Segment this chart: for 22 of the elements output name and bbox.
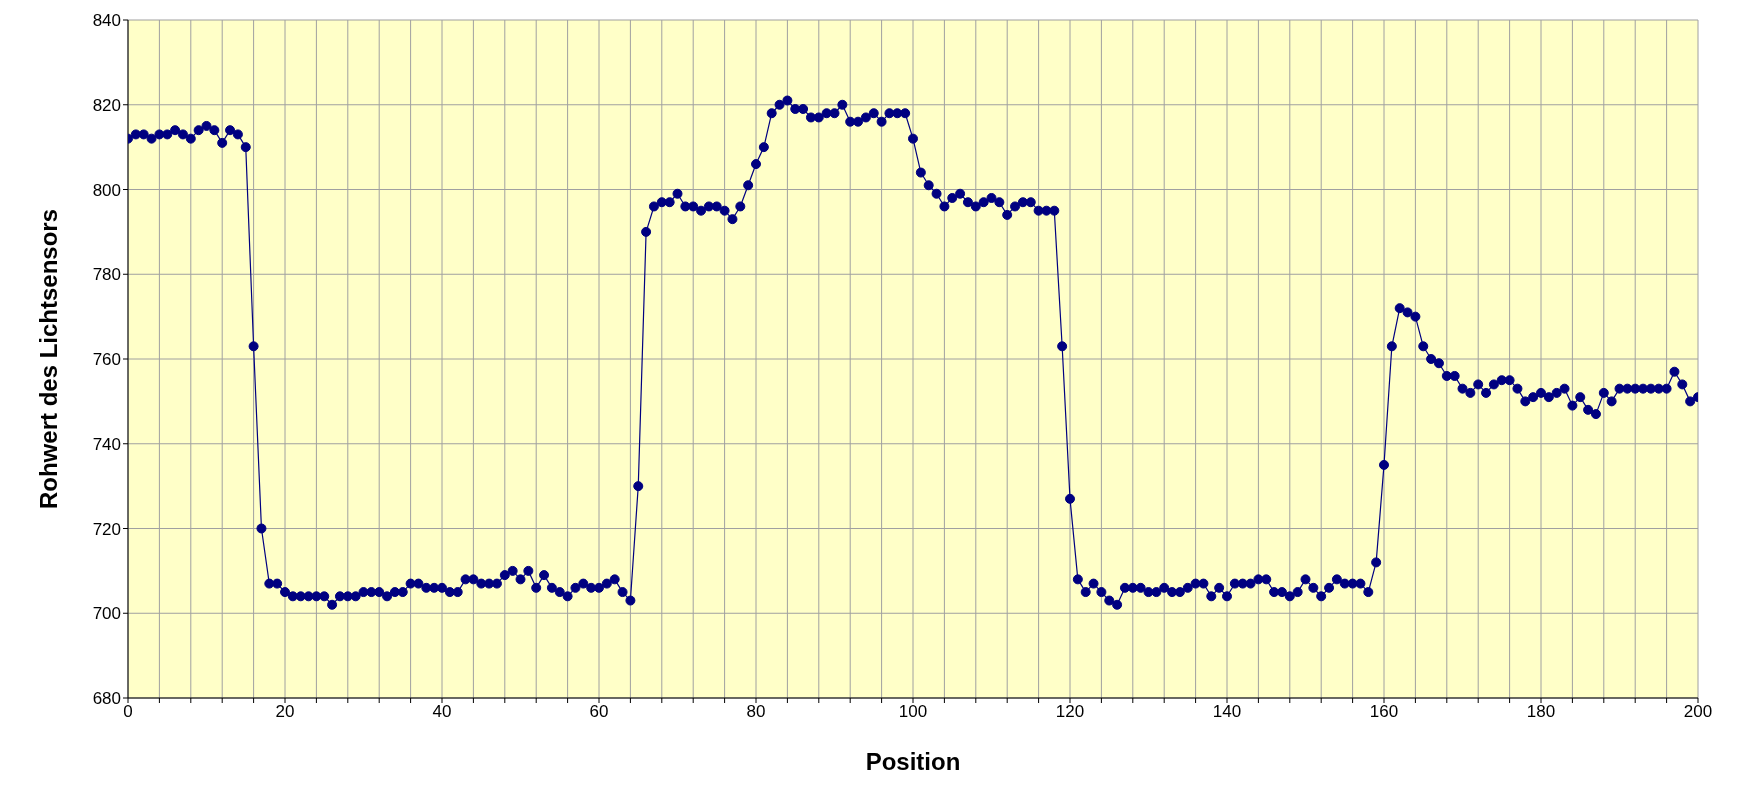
x-tick-label: 20 (275, 702, 295, 722)
x-tick-label: 80 (746, 702, 766, 722)
y-tick-label: 780 (92, 265, 121, 285)
x-tick-label: 60 (589, 702, 609, 722)
x-tick-label: 120 (1055, 702, 1085, 722)
y-tick-label: 760 (92, 350, 121, 370)
y-tick-label: 800 (92, 180, 121, 200)
y-tick-label: 740 (92, 434, 121, 454)
y-tick-label: 820 (92, 95, 121, 115)
y-tick-label: 840 (92, 11, 121, 31)
x-tick-label: 180 (1526, 702, 1556, 722)
x-tick-label: 40 (432, 702, 452, 722)
x-tick-label: 0 (123, 702, 133, 722)
y-axis-title: Rohwert des Lichtsensors (34, 208, 62, 510)
y-tick-label: 680 (92, 689, 121, 709)
y-tick-label: 720 (92, 519, 121, 539)
x-axis-title: Position (865, 748, 961, 775)
x-tick-label: 140 (1212, 702, 1242, 722)
x-tick-label: 160 (1369, 702, 1399, 722)
x-tick-label: 100 (898, 702, 928, 722)
x-tick-label: 200 (1683, 702, 1713, 722)
y-tick-label: 700 (92, 604, 121, 624)
